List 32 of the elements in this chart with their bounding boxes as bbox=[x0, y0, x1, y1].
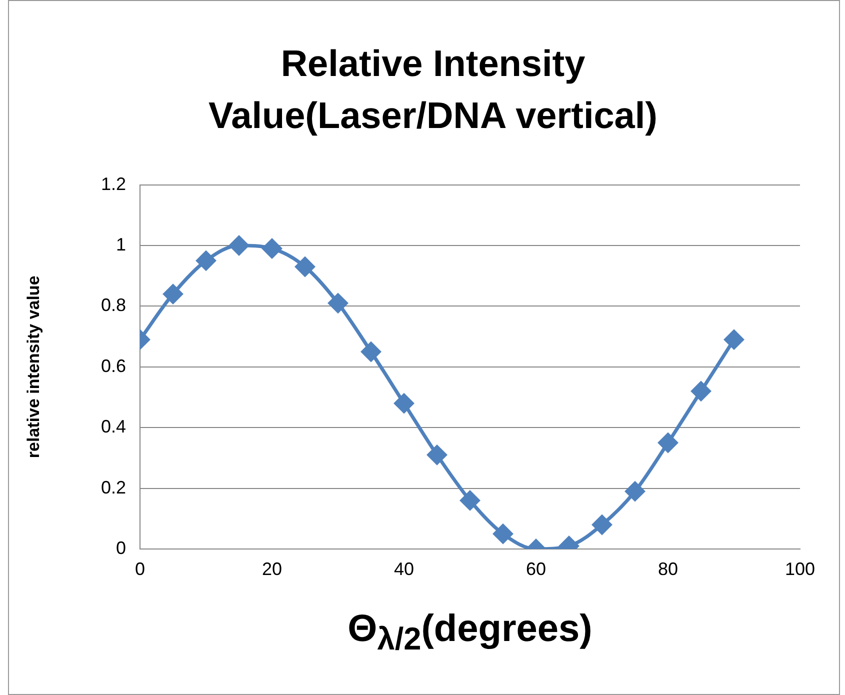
x-tick-label: 80 bbox=[658, 558, 678, 579]
point bbox=[328, 293, 348, 313]
y-tick-label: 1 bbox=[116, 234, 126, 254]
x-axis-title: Θ$_{λ/2}$(degrees) bbox=[346, 608, 594, 658]
x-tick-label: 40 bbox=[394, 558, 414, 579]
y-tick-label: 0.8 bbox=[100, 295, 126, 316]
point bbox=[361, 342, 381, 362]
y-tick-label: 0.6 bbox=[100, 356, 126, 376]
point bbox=[262, 238, 282, 258]
x-tick-label: 60 bbox=[526, 558, 546, 579]
point bbox=[229, 236, 249, 256]
x-tick-label: 0 bbox=[134, 558, 146, 579]
x-tick-label: 100 bbox=[784, 558, 816, 579]
point bbox=[493, 524, 513, 544]
chart-title: Relative Intensity Value(Laser/DNA vertical) bbox=[208, 42, 658, 138]
point bbox=[196, 250, 216, 270]
point bbox=[460, 490, 480, 510]
point bbox=[625, 482, 645, 502]
y-tick-label: 1.2 bbox=[100, 174, 126, 194]
y-tick-label: 0.2 bbox=[100, 477, 126, 498]
x-tick-label: 20 bbox=[262, 558, 282, 579]
point bbox=[724, 330, 744, 350]
y-tick-label: 0.4 bbox=[100, 416, 126, 437]
point bbox=[658, 433, 678, 453]
y-axis-title: relative intensity value bbox=[24, 276, 43, 458]
point bbox=[295, 256, 315, 276]
point bbox=[592, 514, 612, 534]
point bbox=[427, 445, 447, 465]
y-tick-label: 0 bbox=[116, 538, 126, 558]
point bbox=[394, 394, 414, 414]
point bbox=[691, 381, 711, 401]
point bbox=[163, 284, 183, 304]
